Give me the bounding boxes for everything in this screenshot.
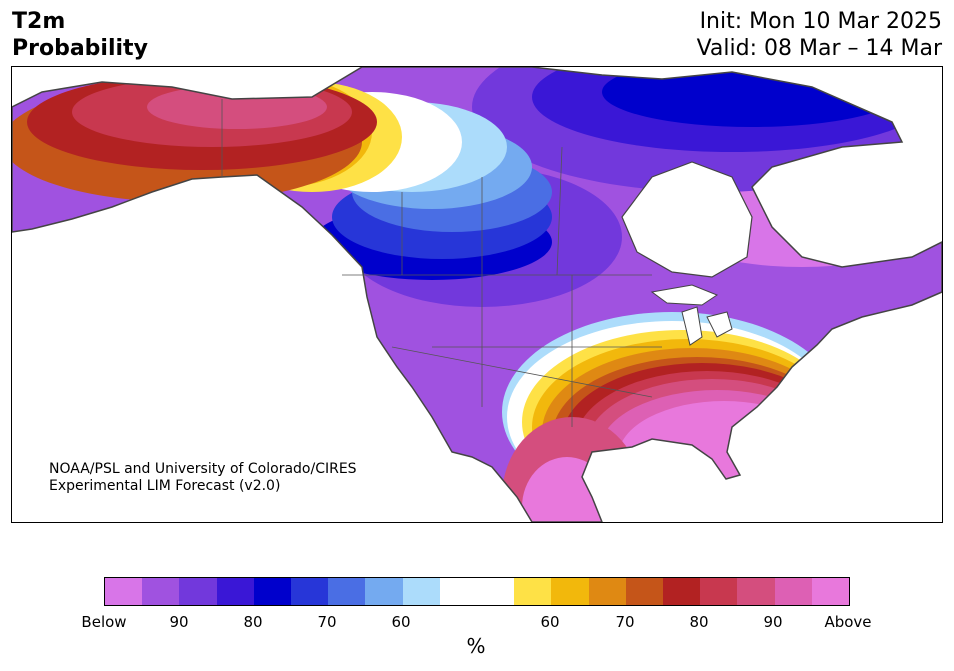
colorbar-tick-label: 80 bbox=[689, 613, 709, 631]
credit-text: NOAA/PSL and University of Colorado/CIRE… bbox=[49, 461, 357, 495]
colorbar-unit: % bbox=[466, 634, 486, 658]
colorbar-tick-label: 60 bbox=[540, 613, 560, 631]
colorbar-tick-label: 70 bbox=[317, 613, 337, 631]
chart-title: T2m Probability bbox=[12, 8, 148, 62]
colorbar-tick-label: 80 bbox=[243, 613, 263, 631]
colorbar bbox=[104, 577, 850, 606]
colorbar-swatch bbox=[291, 578, 329, 605]
probability-bands bbox=[12, 67, 942, 522]
colorbar-swatch bbox=[328, 578, 366, 605]
hudson-bay bbox=[621, 161, 753, 278]
colorbar-swatch bbox=[811, 578, 850, 605]
probability-field bbox=[12, 67, 942, 522]
colorbar-swatch bbox=[439, 578, 478, 605]
forecast-map: NOAA/PSL and University of Colorado/CIRE… bbox=[11, 66, 943, 523]
colorbar-swatch bbox=[142, 578, 180, 605]
colorbar-swatch bbox=[402, 578, 440, 605]
great-lakes bbox=[650, 284, 733, 346]
colorbar-swatch bbox=[551, 578, 589, 605]
colorbar-swatch bbox=[216, 578, 254, 605]
colorbar-swatch bbox=[365, 578, 403, 605]
colorbar-swatch bbox=[588, 578, 626, 605]
colorbar-swatch bbox=[625, 578, 664, 605]
credit-line-2: Experimental LIM Forecast (v2.0) bbox=[49, 478, 281, 494]
init-date: Init: Mon 10 Mar 2025 bbox=[699, 9, 942, 34]
coastline bbox=[12, 67, 942, 522]
colorbar-tick-label: 90 bbox=[169, 613, 189, 631]
colorbar-swatch bbox=[105, 578, 143, 605]
colorbar-tick-label: 90 bbox=[763, 613, 783, 631]
colorbar-swatch bbox=[774, 578, 812, 605]
colorbar-swatch bbox=[700, 578, 738, 605]
colorbar-swatch bbox=[737, 578, 775, 605]
colorbar-swatch bbox=[514, 578, 552, 605]
forecast-dates: Init: Mon 10 Mar 2025 Valid: 08 Mar – 14… bbox=[697, 8, 942, 62]
colorbar-tick-label: Above bbox=[824, 613, 872, 631]
colorbar-swatch bbox=[663, 578, 701, 605]
colorbar-swatch bbox=[477, 578, 515, 605]
colorbar-swatch bbox=[253, 578, 292, 605]
title-line-1: T2m bbox=[12, 9, 66, 34]
credit-line-1: NOAA/PSL and University of Colorado/CIRE… bbox=[49, 461, 357, 477]
boundaries bbox=[221, 99, 662, 427]
colorbar-tick-label: 60 bbox=[391, 613, 411, 631]
colorbar-tick-label: Below bbox=[81, 613, 127, 631]
valid-range: Valid: 08 Mar – 14 Mar bbox=[696, 36, 942, 61]
title-line-2: Probability bbox=[12, 36, 148, 61]
colorbar-swatch bbox=[179, 578, 217, 605]
colorbar-tick-label: 70 bbox=[615, 613, 635, 631]
